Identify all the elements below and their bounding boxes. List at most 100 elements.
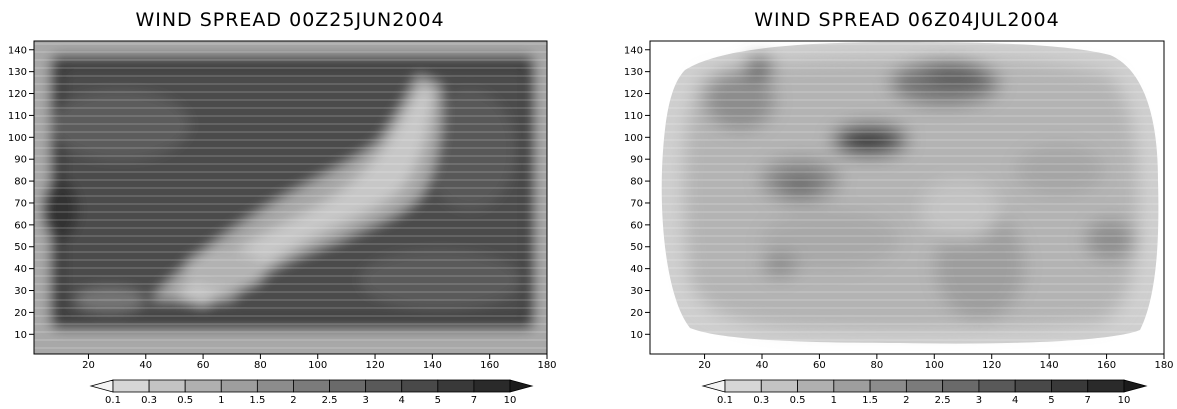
colorbar-swatch: [89, 379, 114, 393]
colorbar-label: 5: [1048, 395, 1054, 406]
x-tick-label: 40: [756, 360, 769, 371]
colorbar-label: 7: [1085, 395, 1091, 406]
x-tick-label: 80: [870, 360, 883, 371]
x-tick-label: 180: [537, 360, 556, 371]
y-tick-label: 40: [14, 264, 27, 275]
y-tick-label: 100: [624, 133, 643, 144]
colorbar-label: 1.5: [862, 395, 878, 406]
y-tick-label: 20: [630, 308, 643, 319]
colorbar-label: 2: [903, 395, 909, 406]
y-tick-label: 110: [8, 111, 27, 122]
colorbar-label: 2.5: [322, 395, 338, 406]
y-tick-label: 140: [8, 45, 27, 56]
x-tick-label: 20: [698, 360, 711, 371]
chart-panel-left: WIND SPREAD 00Z25JUN2004 20 40 60 80 100 120 1…: [8, 9, 557, 406]
colorbar: 0.1 0.3 0.5 1 1.5 2 2.5 3 4 5 7 10: [701, 379, 1148, 406]
x-axis: 20 40 60 80 100 120 140 160 180: [698, 354, 1174, 371]
y-tick-label: 10: [630, 330, 643, 341]
colorbar-swatch: [724, 379, 762, 393]
y-tick-label: 30: [14, 286, 27, 297]
x-tick-label: 20: [82, 360, 95, 371]
y-tick-label: 90: [14, 155, 27, 166]
colorbar-label: 0.1: [717, 395, 733, 406]
colorbar-swatch: [905, 379, 944, 393]
colorbar-swatch: [220, 379, 258, 393]
colorbar-swatch: [329, 379, 367, 393]
colorbar-swatch: [365, 379, 403, 393]
y-tick-label: 20: [14, 308, 27, 319]
colorbar-swatch: [401, 379, 439, 393]
x-tick-label: 140: [423, 360, 442, 371]
colorbar-swatch: [869, 379, 907, 393]
colorbar-label: 3: [976, 395, 982, 406]
x-tick-label: 80: [254, 360, 267, 371]
colorbar-swatch: [112, 379, 150, 393]
y-tick-label: 100: [8, 133, 27, 144]
colorbar-label: 1: [831, 395, 837, 406]
colorbar-swatch: [293, 379, 330, 393]
x-axis: 20 40 60 80 100 120 140 160 180: [82, 354, 557, 371]
colorbar-swatch: [701, 379, 726, 393]
colorbar-label: 7: [471, 395, 477, 406]
y-tick-label: 60: [14, 220, 27, 231]
colorbar-label: 2.5: [935, 395, 951, 406]
y-tick-label: 70: [630, 198, 643, 209]
colorbar-label: 4: [1012, 395, 1018, 406]
y-tick-label: 10: [14, 330, 27, 341]
colorbar-label: 2: [290, 395, 296, 406]
y-tick-label: 80: [14, 177, 27, 188]
plot-frame: [649, 40, 1165, 355]
colorbar-swatch: [760, 379, 798, 393]
colorbar: 0.1 0.3 0.5 1 1.5 2 2.5 3 4 5 7 10: [89, 379, 534, 406]
colorbar-label: 0.5: [177, 395, 193, 406]
x-tick-label: 180: [1154, 360, 1173, 371]
plot-frame: [33, 40, 548, 355]
colorbar-swatch: [1123, 379, 1148, 393]
colorbar-swatch: [1051, 379, 1089, 393]
x-tick-label: 140: [1040, 360, 1059, 371]
y-tick-label: 50: [630, 242, 643, 253]
colorbar-label: 0.3: [753, 395, 769, 406]
colorbar-swatch: [1014, 379, 1052, 393]
x-tick-label: 160: [1097, 360, 1116, 371]
x-tick-label: 120: [982, 360, 1001, 371]
colorbar-label: 10: [1118, 395, 1131, 406]
y-tick-label: 120: [624, 89, 643, 100]
plot-area: [34, 41, 547, 354]
chart-panel-right: WIND SPREAD 06Z04JUL2004: [624, 9, 1174, 406]
y-tick-label: 30: [630, 286, 643, 297]
y-tick-label: 60: [630, 220, 643, 231]
x-tick-label: 120: [365, 360, 384, 371]
x-tick-label: 60: [197, 360, 210, 371]
y-tick-label: 90: [630, 155, 643, 166]
x-tick-label: 100: [925, 360, 944, 371]
x-tick-label: 40: [139, 360, 152, 371]
y-tick-label: 130: [8, 67, 27, 78]
x-tick-label: 160: [480, 360, 499, 371]
y-tick-label: 130: [624, 67, 643, 78]
y-tick-label: 110: [624, 111, 643, 122]
colorbar-label: 1.5: [249, 395, 265, 406]
colorbar-swatch: [437, 379, 475, 393]
x-tick-label: 60: [813, 360, 826, 371]
chart-title: WIND SPREAD 06Z04JUL2004: [754, 9, 1059, 31]
colorbar-swatch: [797, 379, 835, 393]
colorbar-label: 1: [218, 395, 224, 406]
y-axis: 10 20 30 40 50 60 70 80 90 100 110 120 130 140: [8, 45, 34, 341]
y-tick-label: 50: [14, 242, 27, 253]
colorbar-swatch: [942, 379, 980, 393]
y-tick-label: 40: [630, 264, 643, 275]
colorbar-swatch: [473, 379, 511, 393]
colorbar-label: 0.5: [790, 395, 806, 406]
colorbar-label: 0.3: [141, 395, 157, 406]
colorbar-label: 0.1: [105, 395, 121, 406]
y-tick-label: 70: [14, 198, 27, 209]
colorbar-swatch: [833, 379, 871, 393]
colorbar-label: 10: [504, 395, 517, 406]
x-tick-label: 100: [308, 360, 327, 371]
colorbar-swatch: [148, 379, 186, 393]
y-tick-label: 140: [624, 45, 643, 56]
y-tick-label: 120: [8, 89, 27, 100]
colorbar-swatch: [509, 379, 534, 393]
